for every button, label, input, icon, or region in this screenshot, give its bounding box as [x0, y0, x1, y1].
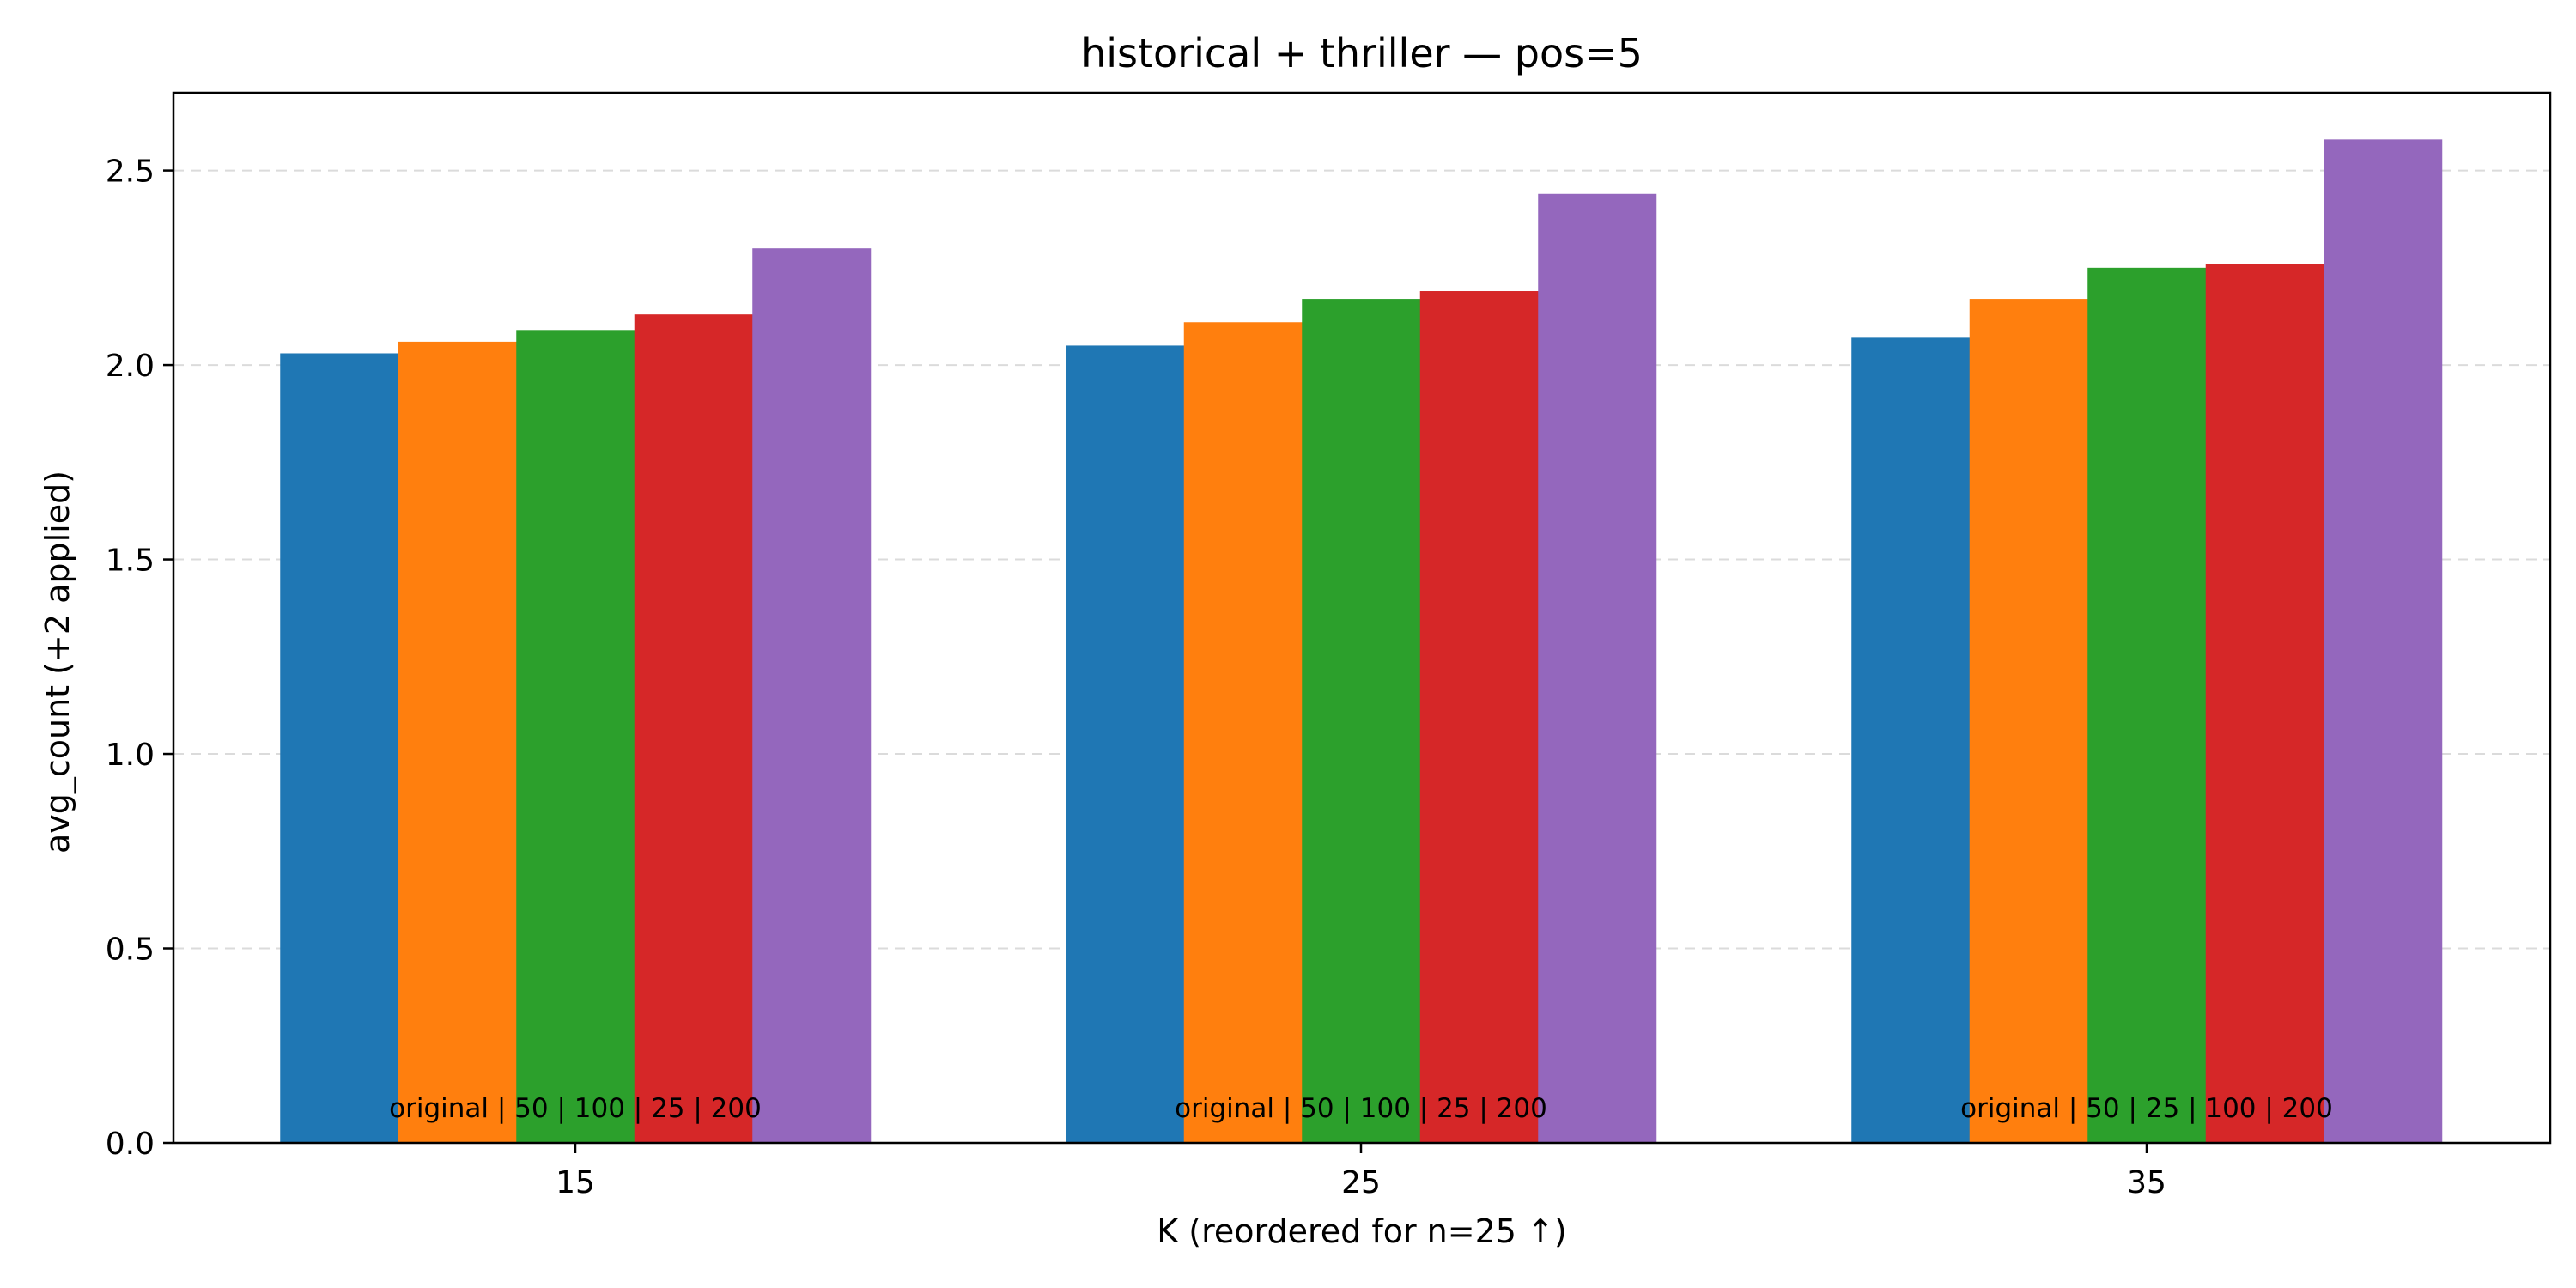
group-annotations: original | 50 | 100 | 25 | 200 original |… — [389, 1093, 2333, 1124]
y-axis-label: avg_count (+2 applied) — [39, 471, 76, 854]
x-tick-label: 25 — [1341, 1165, 1381, 1200]
y-tick-label: 0.5 — [106, 933, 155, 968]
bar — [2324, 139, 2443, 1143]
y-tick-label: 1.5 — [106, 544, 155, 579]
bar — [1969, 299, 2088, 1143]
group-annotation: original | 50 | 100 | 25 | 200 — [389, 1093, 762, 1124]
bar — [516, 330, 635, 1144]
bar — [1183, 322, 1303, 1143]
bar — [2087, 267, 2207, 1143]
bar — [280, 353, 399, 1143]
bar — [1419, 291, 1539, 1143]
y-axis: 0.0 0.5 1.0 1.5 2.0 2.5 — [106, 155, 173, 1162]
y-tick-label: 2.0 — [106, 349, 155, 384]
x-axis: 15 25 35 — [556, 1143, 2166, 1200]
bar — [752, 248, 872, 1143]
bar — [1302, 299, 1421, 1143]
y-tick-label: 0.0 — [106, 1127, 155, 1162]
chart-title: historical + thriller — pos=5 — [1081, 30, 1643, 76]
x-tick-label: 35 — [2127, 1165, 2166, 1200]
bar — [1066, 345, 1185, 1144]
x-axis-label: K (reordered for n=25 ↑) — [1157, 1212, 1566, 1250]
bar — [1851, 337, 1971, 1143]
y-tick-label: 1.0 — [106, 738, 155, 773]
bar — [634, 314, 753, 1143]
x-tick-label: 15 — [556, 1165, 595, 1200]
bar — [2205, 264, 2324, 1143]
group-annotation: original | 50 | 100 | 25 | 200 — [1175, 1093, 1547, 1124]
bar — [1538, 193, 1657, 1143]
bar — [398, 341, 517, 1143]
group-annotation: original | 50 | 25 | 100 | 200 — [1960, 1093, 2333, 1124]
y-tick-label: 2.5 — [106, 155, 155, 190]
bars — [280, 139, 2443, 1144]
